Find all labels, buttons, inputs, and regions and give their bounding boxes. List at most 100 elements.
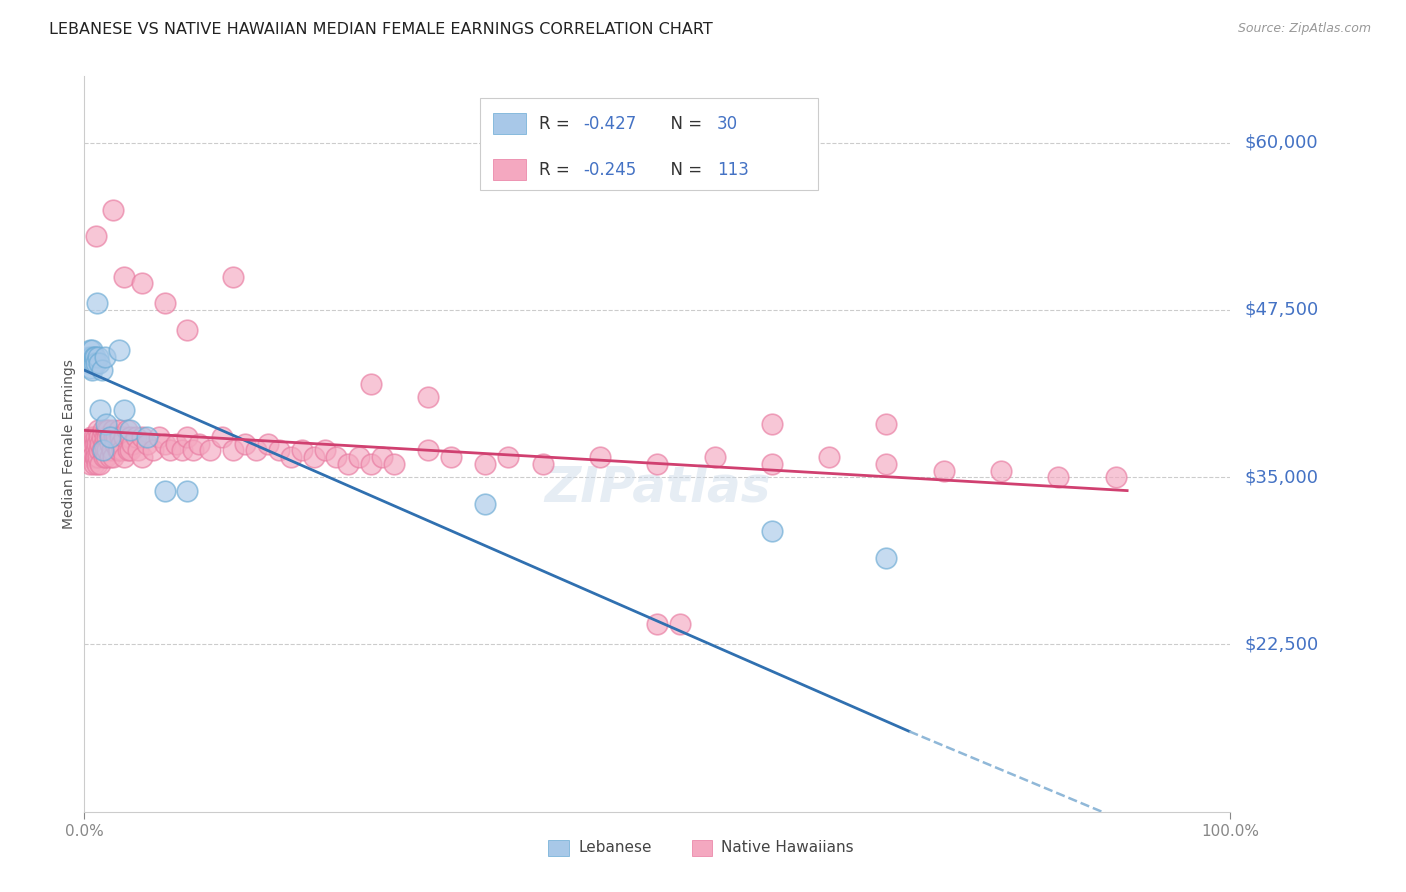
- Point: [84, 430, 107, 444]
- Y-axis label: Median Female Earnings: Median Female Earnings: [62, 359, 76, 529]
- Text: $47,500: $47,500: [1244, 301, 1319, 319]
- Point: [371, 450, 394, 464]
- Point: [89, 430, 111, 444]
- Text: -0.427: -0.427: [583, 115, 636, 133]
- Point: [211, 430, 233, 444]
- Point: [96, 443, 118, 458]
- Point: [589, 450, 612, 464]
- Point: [280, 450, 302, 464]
- Point: [176, 323, 198, 337]
- Point: [314, 443, 336, 458]
- Point: [87, 424, 110, 438]
- Text: $60,000: $60,000: [1244, 134, 1317, 152]
- Point: [79, 457, 101, 471]
- Point: [325, 450, 347, 464]
- Point: [80, 360, 103, 375]
- Point: [101, 443, 124, 458]
- Point: [233, 436, 256, 450]
- Point: [111, 443, 134, 458]
- Point: [90, 443, 112, 458]
- Point: [1047, 470, 1070, 484]
- Text: Native Hawaiians: Native Hawaiians: [721, 840, 853, 855]
- Point: [142, 443, 165, 458]
- Point: [105, 430, 128, 444]
- Point: [121, 436, 143, 450]
- Point: [79, 436, 101, 450]
- Point: [120, 430, 142, 444]
- Point: [83, 436, 105, 450]
- Point: [107, 343, 129, 357]
- Text: $22,500: $22,500: [1244, 635, 1319, 654]
- Point: [89, 403, 111, 417]
- Point: [474, 497, 496, 511]
- Point: [83, 350, 105, 364]
- Point: [83, 450, 105, 464]
- Point: [82, 363, 104, 377]
- Text: Lebanese: Lebanese: [578, 840, 652, 855]
- Point: [498, 450, 520, 464]
- Point: [418, 390, 440, 404]
- Point: [120, 424, 142, 438]
- Point: [86, 436, 108, 450]
- Point: [96, 430, 118, 444]
- Point: [90, 363, 112, 377]
- Point: [153, 483, 176, 498]
- Point: [87, 350, 110, 364]
- Bar: [692, 839, 713, 856]
- Point: [101, 202, 124, 217]
- Text: 30: 30: [717, 115, 738, 133]
- Point: [100, 430, 122, 444]
- Point: [647, 457, 669, 471]
- Point: [181, 443, 204, 458]
- Point: [114, 430, 136, 444]
- Point: [932, 464, 955, 478]
- Text: R =: R =: [540, 161, 575, 178]
- Point: [84, 356, 107, 371]
- Point: [761, 524, 783, 538]
- Point: [761, 457, 783, 471]
- Text: 113: 113: [717, 161, 749, 178]
- Point: [349, 450, 371, 464]
- Point: [94, 450, 117, 464]
- Point: [89, 443, 111, 458]
- Bar: [494, 160, 526, 180]
- Point: [94, 350, 117, 364]
- Point: [80, 430, 103, 444]
- Point: [77, 450, 100, 464]
- Point: [136, 430, 159, 444]
- Point: [114, 269, 136, 284]
- Point: [875, 550, 898, 565]
- Point: [761, 417, 783, 431]
- Bar: [494, 113, 526, 134]
- Point: [669, 617, 692, 632]
- Point: [131, 430, 153, 444]
- Point: [94, 417, 117, 431]
- Point: [269, 443, 291, 458]
- Point: [176, 483, 198, 498]
- Point: [77, 356, 100, 371]
- Point: [84, 443, 107, 458]
- Text: Source: ZipAtlas.com: Source: ZipAtlas.com: [1237, 22, 1371, 36]
- Point: [82, 450, 104, 464]
- Point: [79, 343, 101, 357]
- Text: N =: N =: [659, 115, 707, 133]
- Point: [647, 617, 669, 632]
- Point: [336, 457, 359, 471]
- Point: [418, 443, 440, 458]
- Point: [98, 430, 121, 444]
- Point: [97, 424, 120, 438]
- Text: R =: R =: [540, 115, 575, 133]
- Point: [127, 443, 149, 458]
- Point: [83, 457, 105, 471]
- Point: [875, 417, 898, 431]
- Point: [89, 436, 111, 450]
- Point: [990, 464, 1012, 478]
- Point: [83, 350, 105, 364]
- Point: [91, 443, 114, 458]
- Point: [84, 229, 107, 244]
- Point: [86, 457, 108, 471]
- Point: [94, 443, 117, 458]
- Point: [94, 430, 117, 444]
- Point: [83, 356, 105, 371]
- Text: N =: N =: [659, 161, 707, 178]
